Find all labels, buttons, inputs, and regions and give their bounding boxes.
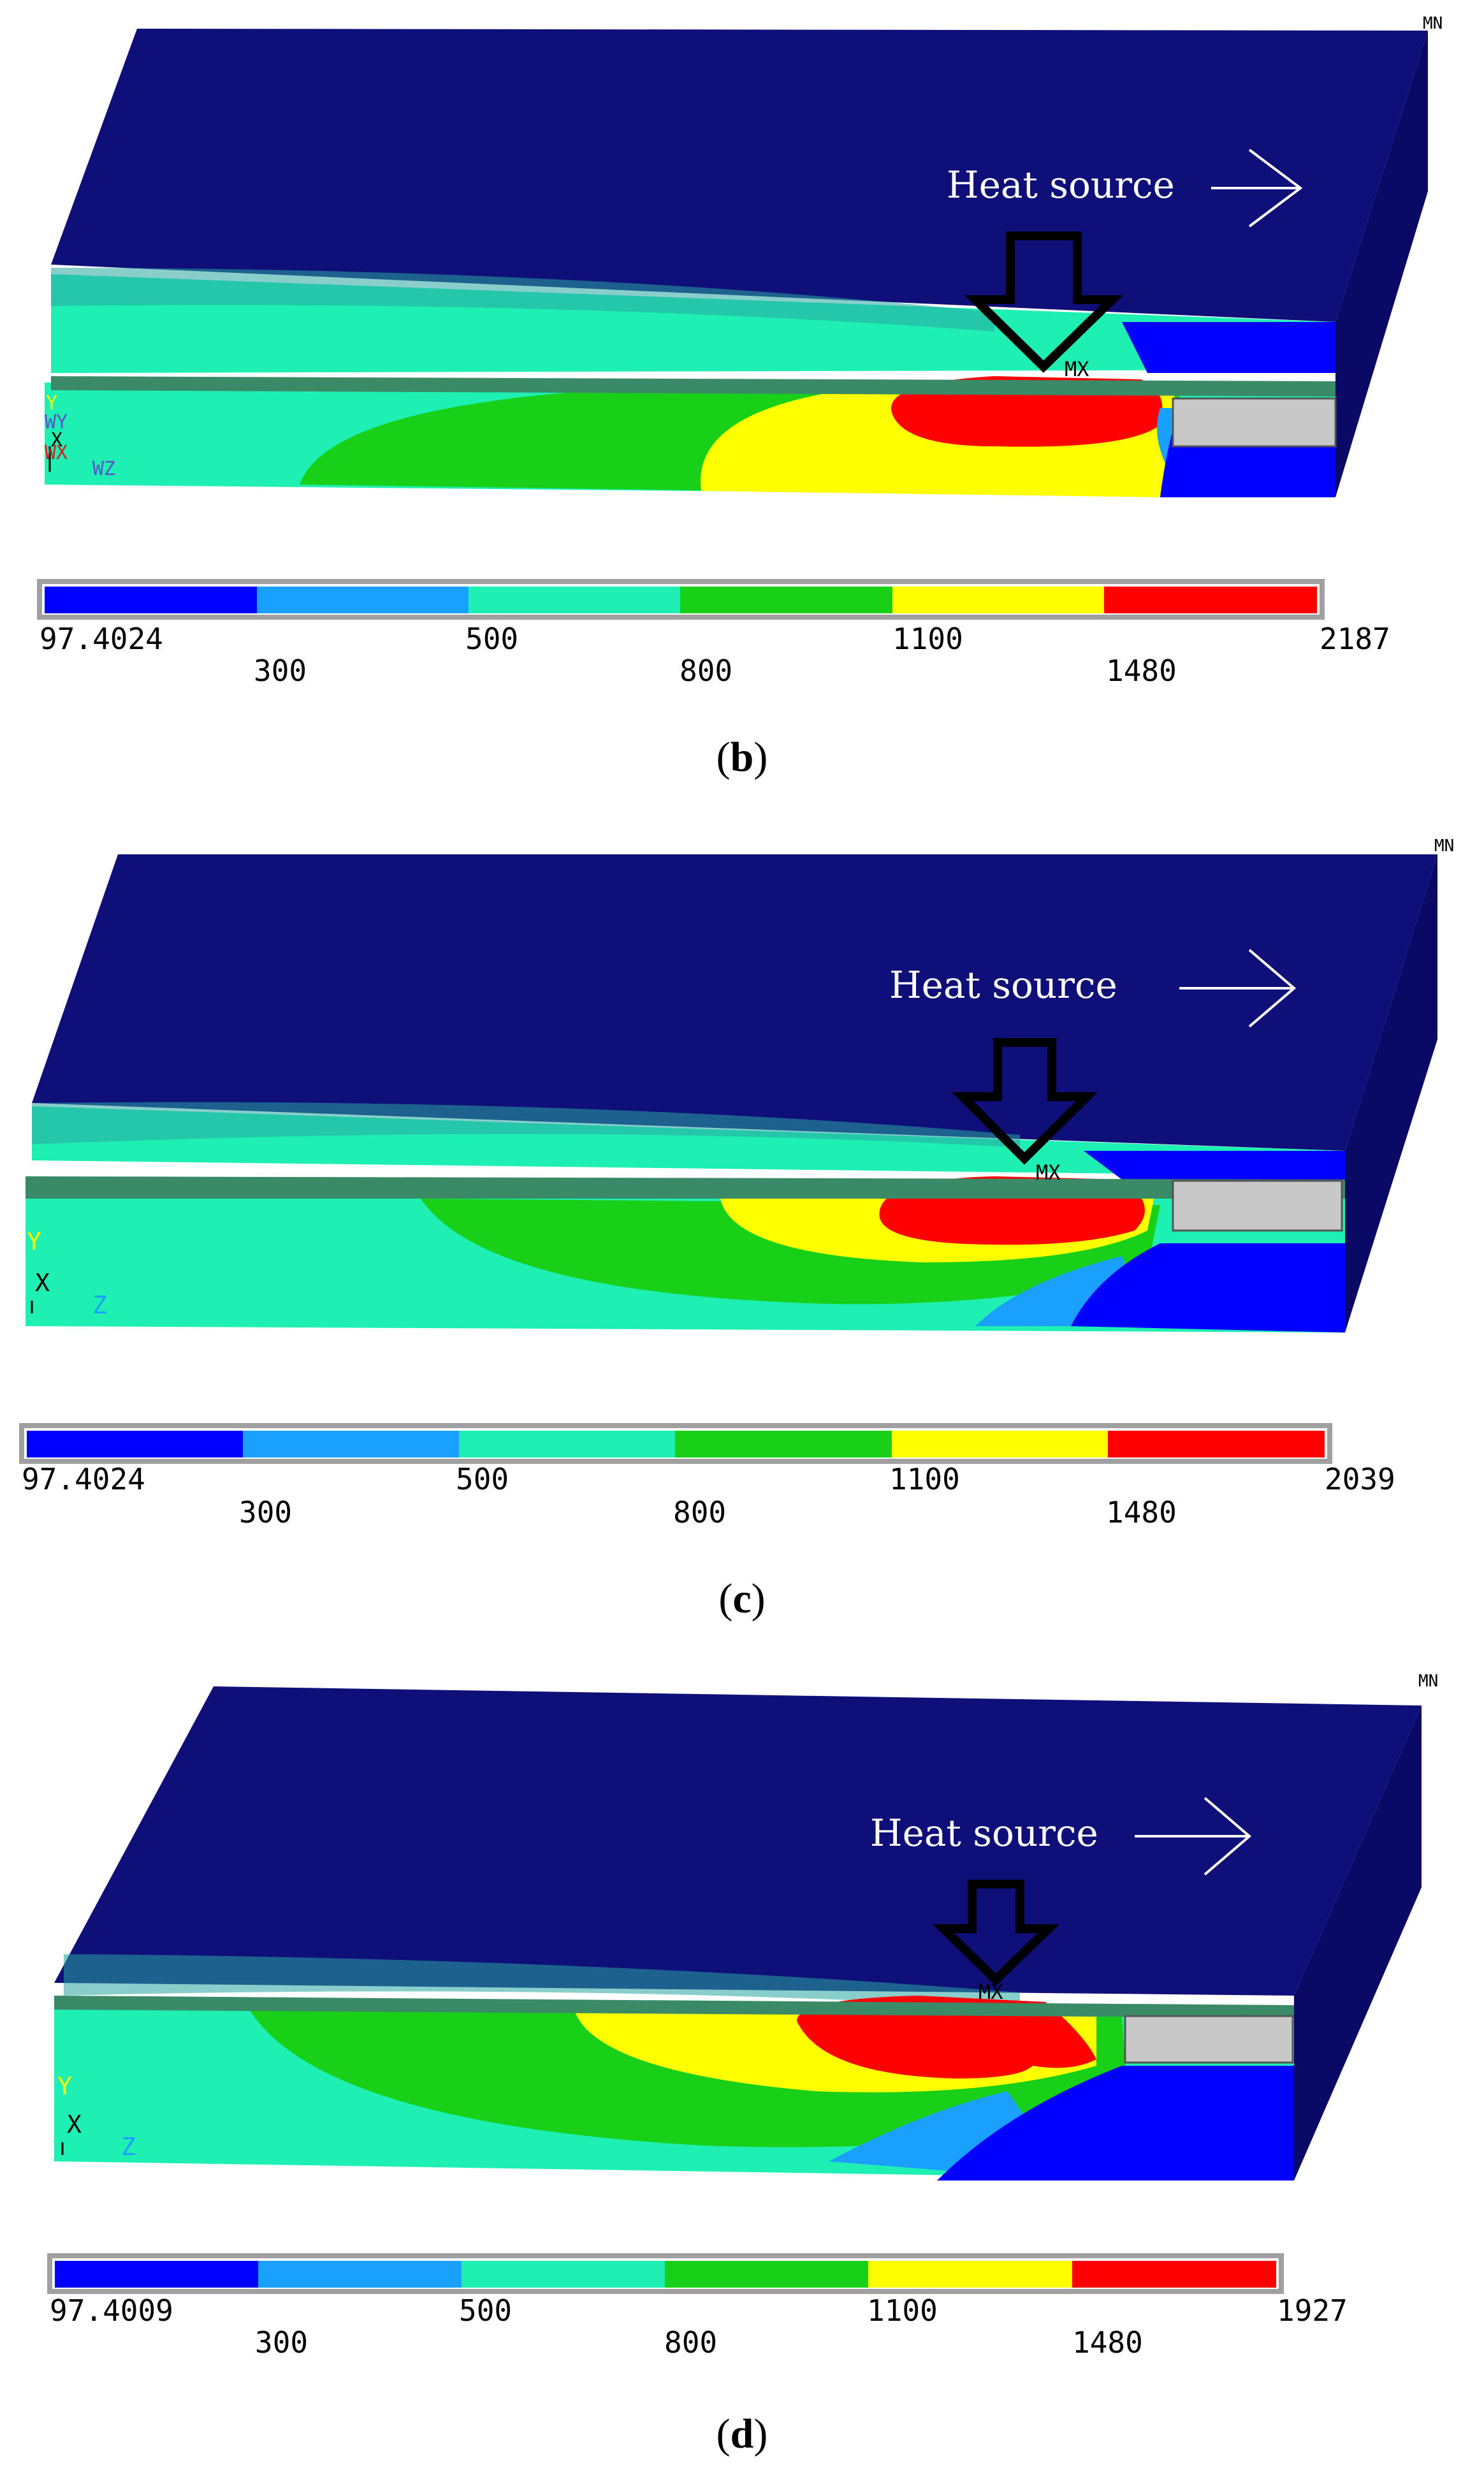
axis-label-wx: WX [45, 442, 68, 464]
temperature-contour-plot: MN Heat source MX Y X Z 97.4009 500 1100… [47, 1672, 1438, 2360]
max-label: MX [1065, 357, 1089, 381]
plate-side-face [1294, 1706, 1422, 2181]
temperature-contour-plot: MN Heat source MX Y WY X WX WZ 97.4024 5… [37, 14, 1443, 688]
legend-value: 97.4009 [50, 2293, 173, 2328]
panel-b: MN Heat source MX Y WY X WX WZ 97.4024 5… [0, 0, 1484, 822]
axis-label-z: Z [121, 2133, 136, 2161]
legend-value: 300 [254, 654, 307, 688]
legend-value: 1100 [867, 2293, 938, 2328]
panel-d: MN Heat source MX Y X Z 97.4009 500 1100… [0, 1651, 1484, 2484]
heat-direction-arrow-icon [1211, 149, 1303, 228]
max-label: MX [978, 1980, 1003, 2004]
max-label: MX [1036, 1160, 1061, 1185]
heat-source-label: Heat source [870, 1811, 1098, 1855]
plate-side-face [1335, 31, 1428, 497]
legend-value: 1100 [889, 1462, 960, 1496]
legend-value: 300 [255, 2325, 308, 2360]
legend-value: 800 [664, 2325, 717, 2360]
plate-side-face [1345, 854, 1437, 1333]
plate-top-face [51, 29, 1428, 322]
legend-value: 800 [673, 1495, 726, 1530]
corner-label: MN [1423, 14, 1443, 33]
weld-strip [54, 1996, 1294, 2018]
legend-value: 500 [456, 1462, 509, 1496]
panel-caption: (c) [718, 1575, 766, 1622]
legend-value: 97.4024 [40, 622, 163, 656]
legend-value: 2039 [1325, 1462, 1395, 1496]
corner-label: MN [1418, 1672, 1438, 1691]
panel-caption: (d) [716, 2411, 768, 2457]
axis-label-y: Y [57, 2072, 72, 2100]
corner-label: MN [1434, 837, 1454, 856]
axis-label-y: Y [46, 392, 57, 414]
legend-value: 500 [459, 2293, 512, 2328]
weld-strip [25, 1176, 1345, 1199]
unmelted-filler [1172, 397, 1337, 448]
legend-value: 1480 [1106, 1495, 1177, 1530]
axis-label-z: Z [92, 1291, 107, 1319]
heat-direction-arrow-icon [1135, 1797, 1252, 1876]
unmelted-filler [1172, 1180, 1343, 1232]
heat-source-label: Heat source [889, 963, 1117, 1007]
axis-label-wz: WZ [92, 458, 115, 480]
legend-color-bar [47, 2253, 1284, 2294]
legend-value: 800 [680, 654, 732, 688]
legend-value: 1927 [1277, 2293, 1348, 2328]
heat-direction-arrow-icon [1179, 949, 1297, 1028]
legend-value: 1480 [1072, 2325, 1143, 2360]
axis-label-x: X [35, 1269, 50, 1297]
axis-label-wy: WY [45, 411, 68, 434]
heat-source-label: Heat source [947, 163, 1175, 207]
panel-c: MN Heat source MX Y X Z 97.4024 500 1100… [0, 822, 1484, 1651]
legend-value: 1100 [892, 622, 963, 656]
legend-value: 500 [465, 622, 518, 656]
legend-color-bar [37, 579, 1325, 620]
plate-top-face [32, 854, 1437, 1151]
down-arrow-icon [952, 1038, 1098, 1165]
down-arrow-icon [964, 231, 1124, 373]
panel-caption: (b) [716, 734, 768, 780]
temperature-contour-plot: MN Heat source MX Y X Z 97.4024 500 1100… [19, 837, 1454, 1530]
unmelted-filler [1124, 2015, 1294, 2064]
axis-label-x: X [51, 429, 62, 451]
contour-1480 [797, 1996, 1096, 2079]
legend-value: 1480 [1106, 654, 1177, 688]
down-arrow-icon [932, 1880, 1060, 1986]
legend-value: 2187 [1320, 622, 1390, 656]
axis-label-x: X [67, 2110, 82, 2138]
weld-strip [51, 376, 1335, 397]
legend-value: 97.4024 [22, 1462, 145, 1496]
legend-value: 300 [239, 1495, 292, 1530]
plate-top-face [54, 1686, 1422, 1996]
axis-label-y: Y [27, 1227, 41, 1255]
legend-color-bar [19, 1423, 1332, 1464]
